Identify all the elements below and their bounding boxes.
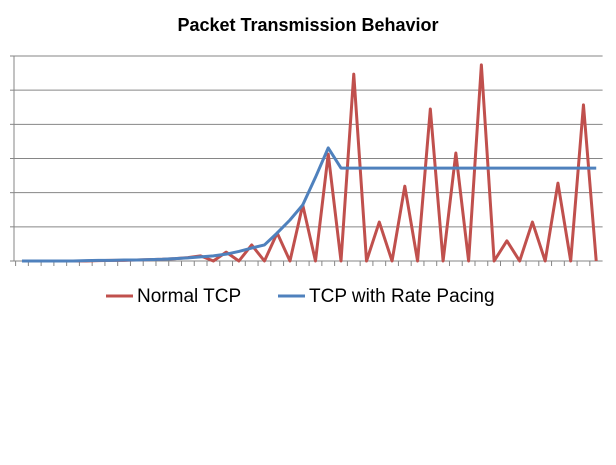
line-series	[21, 63, 598, 263]
legend-label: TCP with Rate Pacing	[309, 286, 495, 307]
legend-label: Normal TCP	[137, 286, 241, 307]
line-series	[21, 146, 597, 263]
chart-title: Packet Transmission Behavior	[177, 15, 438, 35]
